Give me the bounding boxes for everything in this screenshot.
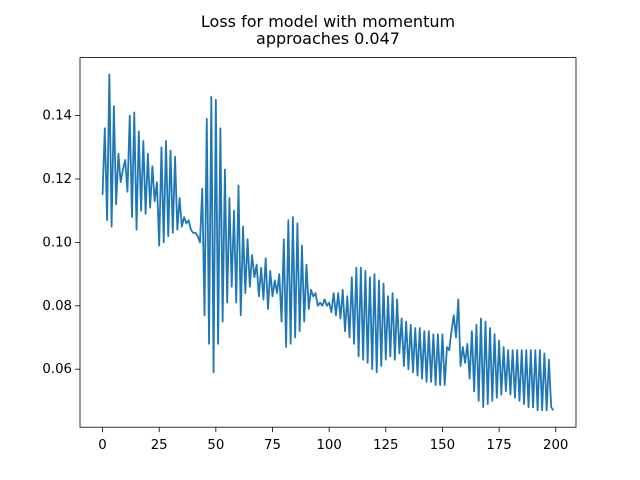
chart-title: Loss for model with momentum: [201, 12, 455, 31]
y-tick-label: 0.12: [42, 172, 72, 187]
y-tick-label: 0.10: [42, 235, 72, 250]
x-tick-label: 75: [264, 438, 281, 453]
x-tick-label: 0: [98, 438, 106, 453]
y-tick-label: 0.14: [42, 109, 72, 124]
plot-frame: [79, 57, 577, 428]
x-tick-label: 25: [151, 438, 168, 453]
y-tick-label: 0.06: [42, 362, 72, 377]
x-tick-label: 100: [316, 438, 341, 453]
loss-line: [101, 73, 555, 412]
x-tick-label: 200: [543, 438, 568, 453]
y-tick-label: 0.08: [42, 299, 72, 314]
chart-subtitle: approaches 0.047: [256, 29, 400, 48]
x-tick-label: 150: [430, 438, 455, 453]
x-tick-label: 125: [373, 438, 398, 453]
x-tick-label: 50: [207, 438, 224, 453]
x-tick-label: 175: [486, 438, 511, 453]
